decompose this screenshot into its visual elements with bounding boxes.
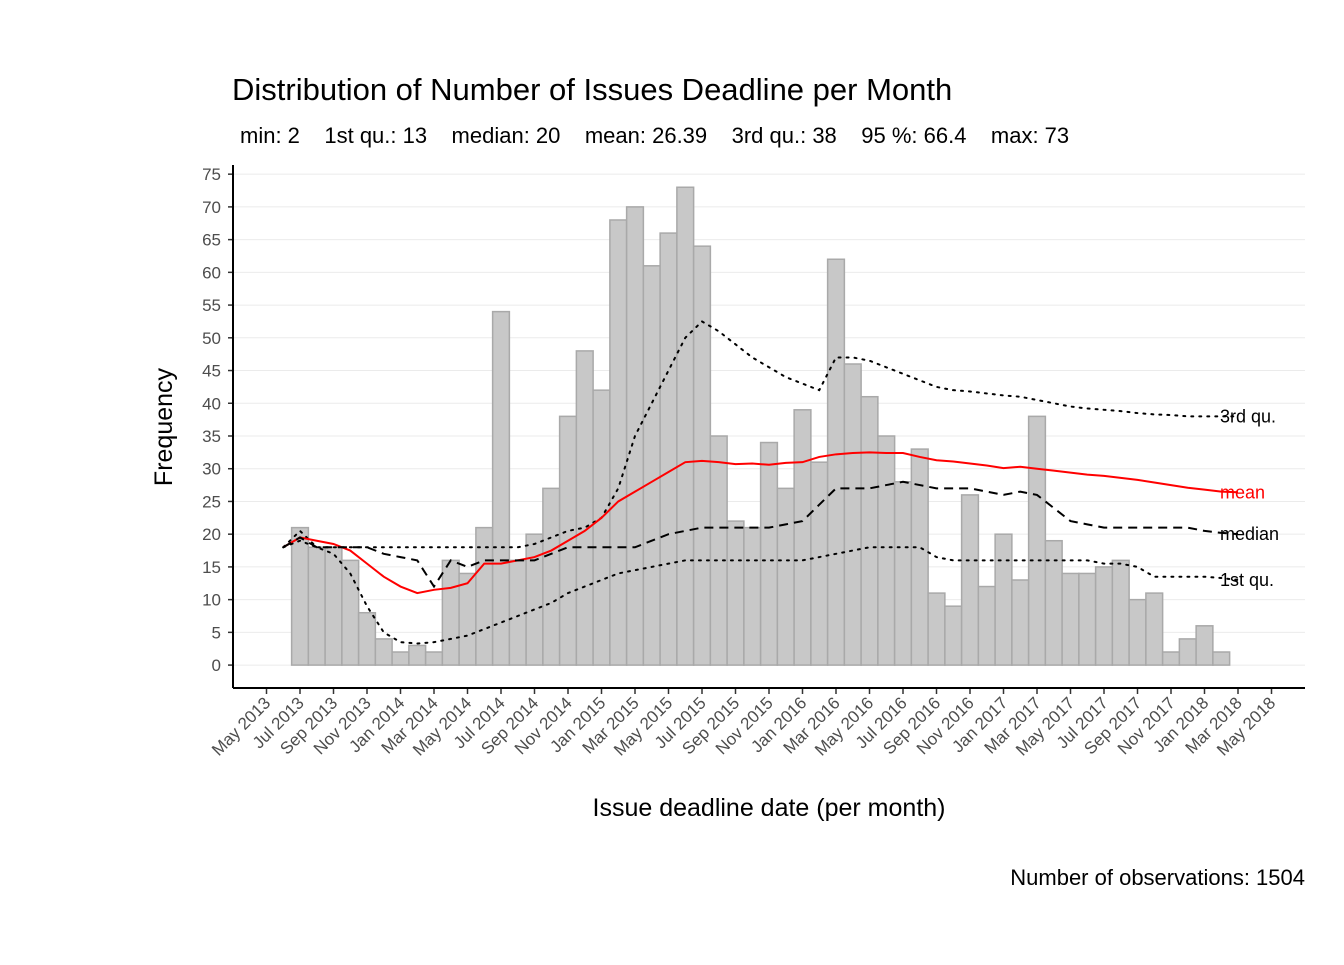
line-label: 1st qu. [1220, 570, 1274, 590]
bar [1111, 559, 1130, 666]
bar [726, 520, 745, 666]
y-tick-label: 65 [202, 231, 221, 250]
y-tick-label: 35 [202, 427, 221, 446]
bar [877, 435, 896, 666]
bar [960, 494, 980, 666]
y-tick-label: 20 [202, 525, 221, 544]
line-label: 3rd qu. [1220, 406, 1276, 426]
bar [307, 546, 326, 666]
bar [659, 232, 678, 666]
bar [692, 245, 712, 666]
y-tick-label: 45 [202, 362, 221, 381]
bar [642, 265, 661, 666]
bar [994, 533, 1013, 666]
bar [1027, 415, 1047, 666]
y-tick-label: 30 [202, 460, 221, 479]
y-tick-label: 25 [202, 492, 221, 511]
y-tick-label: 70 [202, 198, 221, 217]
y-tick-label: 60 [202, 263, 221, 282]
y-tick-label: 50 [202, 329, 221, 348]
bar [1145, 592, 1164, 666]
bar [1094, 566, 1114, 666]
bar [810, 461, 829, 666]
bar [743, 526, 762, 666]
bar [1178, 638, 1197, 666]
bar [391, 651, 410, 666]
bar [1128, 598, 1147, 666]
chart-subtitle: min: 2 1st qu.: 13 median: 20 mean: 26.3… [240, 123, 1069, 148]
bar [1011, 579, 1030, 666]
bar [927, 592, 946, 666]
bar [1061, 572, 1080, 666]
line-label: mean [1220, 482, 1265, 502]
bar [374, 638, 393, 666]
bar [676, 186, 695, 666]
bar [592, 389, 611, 666]
bar [893, 481, 913, 666]
bar [843, 363, 862, 666]
bar [793, 409, 812, 666]
bar [290, 526, 310, 666]
line-label: median [1220, 524, 1279, 544]
bar [491, 310, 511, 666]
y-tick-label: 10 [202, 591, 221, 610]
bar [776, 487, 795, 666]
bar [1078, 572, 1097, 666]
line-1 [282, 320, 1239, 549]
bar [508, 559, 527, 666]
chart-title: Distribution of Number of Issues Deadlin… [232, 72, 952, 107]
bar [575, 350, 594, 666]
bar [759, 441, 779, 666]
bar [1161, 651, 1181, 666]
bar [910, 448, 929, 666]
bar [977, 585, 996, 666]
line-4 [282, 539, 1239, 645]
bar [709, 435, 728, 666]
caption: Number of observations: 1504 [1010, 865, 1305, 890]
bar [944, 605, 963, 666]
y-tick-label: 0 [212, 656, 221, 675]
bar [441, 559, 460, 666]
y-tick-label: 75 [202, 165, 221, 184]
bar [458, 572, 477, 666]
bar [341, 559, 360, 666]
x-axis-title: Issue deadline date (per month) [593, 794, 946, 822]
bar [324, 546, 343, 666]
bar [1212, 651, 1231, 666]
y-tick-label: 55 [202, 296, 221, 315]
bar [542, 487, 561, 666]
bar [609, 219, 628, 666]
bar [357, 611, 377, 666]
bar [408, 644, 427, 666]
bar [1195, 625, 1214, 666]
bar [860, 395, 879, 666]
bar [424, 651, 444, 666]
y-tick-label: 15 [202, 558, 221, 577]
y-tick-label: 5 [212, 623, 221, 642]
y-axis-title: Frequency [150, 367, 178, 486]
bar [826, 258, 846, 666]
line-2 [282, 451, 1239, 595]
y-tick-label: 40 [202, 394, 221, 413]
line-3 [282, 480, 1239, 589]
